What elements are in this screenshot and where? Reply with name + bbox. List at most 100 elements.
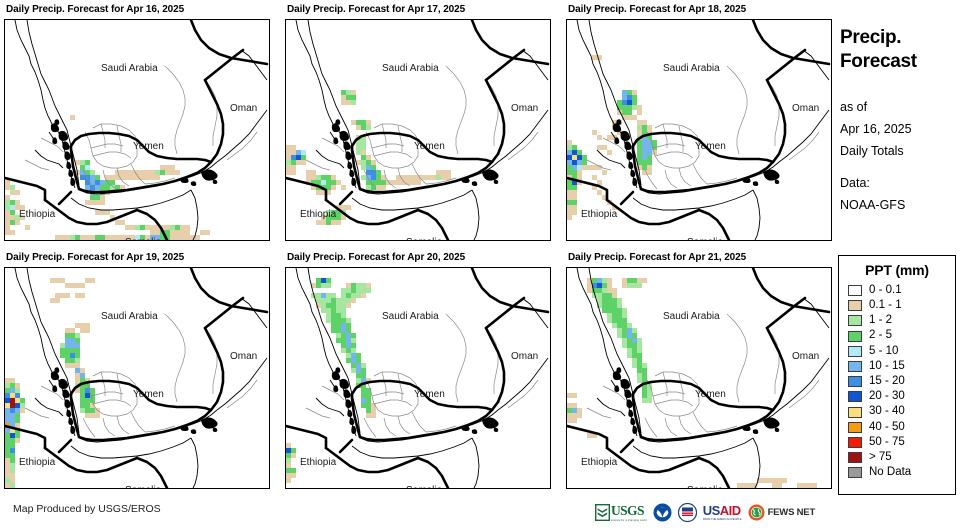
country-border: [697, 208, 731, 240]
map-canvas[interactable]: Saudi Arabia Oman Yemen Ethiopia Somalia: [566, 267, 832, 489]
precip-cell: [160, 165, 165, 170]
precip-cell: [577, 160, 582, 165]
legend: PPT (mm) 0 - 0.1 0.1 - 1 1 - 2 2 - 5 5 - 10 1…: [838, 255, 956, 495]
usgs-logo: USGS science for a changing world: [595, 501, 647, 523]
terrain-blob: [339, 378, 349, 389]
precip-cell: [356, 358, 361, 363]
precip-cell: [10, 418, 15, 423]
precip-cell: [607, 278, 612, 283]
map-canvas[interactable]: Saudi Arabia Oman Yemen Ethiopia Somalia: [4, 267, 270, 489]
precip-cell: [10, 393, 15, 398]
precip-cell: [577, 170, 582, 175]
country-border: [765, 78, 787, 164]
precip-cell: [627, 95, 632, 100]
precip-cell: [752, 483, 757, 488]
precip-cell: [331, 308, 336, 313]
country-border: [484, 326, 506, 412]
terrain-blob: [54, 367, 60, 373]
precip-cell: [361, 393, 366, 398]
precip-cell: [742, 488, 747, 489]
precip-cell: [647, 160, 652, 165]
panel-apr18[interactable]: Daily Precip. Forecast for Apr 18, 2025 …: [566, 4, 834, 244]
panel-apr17[interactable]: Daily Precip. Forecast for Apr 17, 2025 …: [285, 4, 553, 244]
precip-cell: [602, 283, 607, 288]
precip-cell: [351, 288, 356, 293]
precip-cell: [371, 160, 376, 165]
precip-cell: [386, 180, 391, 185]
precip-cell: [612, 205, 617, 210]
country-border: [189, 268, 269, 314]
precip-cell: [361, 388, 366, 393]
map-canvas[interactable]: Saudi Arabia Oman Yemen Ethiopia Somalia: [566, 19, 832, 241]
admin-boundary: [164, 313, 186, 403]
precip-cell: [607, 298, 612, 303]
admin-boundary: [40, 137, 64, 153]
panel-apr16[interactable]: Daily Precip. Forecast for Apr 16, 2025 …: [4, 4, 272, 244]
admin-boundary: [425, 177, 457, 185]
coastline: [190, 189, 199, 240]
precip-cell: [797, 483, 802, 488]
coastline: [471, 437, 480, 488]
precip-cell: [587, 288, 592, 293]
precip-cell: [346, 90, 351, 95]
precip-cell: [80, 408, 85, 413]
precip-cell: [10, 473, 15, 478]
precip-cell: [10, 458, 15, 463]
precip-cell: [366, 165, 371, 170]
precip-cell: [85, 200, 90, 205]
coastline: [351, 437, 473, 459]
precip-cell: [346, 303, 351, 308]
country-border: [69, 131, 213, 164]
precip-cell: [10, 205, 15, 210]
country-border: [605, 198, 701, 226]
usaid-logo-tagline: FROM THE AMERICAN PEOPLE: [702, 518, 742, 521]
precip-cell: [356, 283, 361, 288]
precip-cell: [311, 175, 316, 180]
precip-cell: [627, 278, 632, 283]
admin-boundary: [692, 163, 708, 185]
precip-cell: [617, 130, 622, 135]
precip-cell: [5, 408, 10, 413]
precip-cell: [286, 478, 291, 483]
precip-cell: [582, 155, 587, 160]
precip-cell: [366, 160, 371, 165]
precip-cell: [170, 165, 175, 170]
precip-cell: [567, 210, 572, 215]
precip-cell: [155, 225, 160, 230]
panel-apr20[interactable]: Daily Precip. Forecast for Apr 20, 2025 …: [285, 252, 553, 492]
map-canvas[interactable]: Saudi Arabia Oman Yemen Ethiopia Somalia: [4, 19, 270, 241]
precip-cell: [346, 293, 351, 298]
admin-boundary: [646, 131, 666, 167]
map-canvas[interactable]: Saudi Arabia Oman Yemen Ethiopia Somalia: [285, 19, 551, 241]
map-raster-2: Saudi Arabia Oman Yemen Ethiopia Somalia: [567, 20, 831, 240]
precip-cell: [110, 235, 115, 240]
terrain-blob: [471, 429, 478, 434]
precip-cell: [341, 215, 346, 220]
panel-apr21[interactable]: Daily Precip. Forecast for Apr 21, 2025 …: [566, 252, 834, 492]
precip-cell: [632, 278, 637, 283]
precip-cell: [622, 343, 627, 348]
precip-cell: [622, 100, 627, 105]
precip-cell: [361, 383, 366, 388]
country-border: [358, 160, 494, 194]
precip-cell: [115, 235, 120, 240]
precip-cell: [777, 483, 782, 488]
panel-apr19[interactable]: Daily Precip. Forecast for Apr 19, 2025 …: [4, 252, 272, 492]
precip-cell: [361, 160, 366, 165]
precip-cell: [90, 235, 95, 240]
precip-cell: [15, 423, 20, 428]
terrain-blob: [339, 130, 349, 141]
precip-cell: [567, 140, 572, 145]
precip-cell: [607, 150, 612, 155]
precip-cell: [341, 90, 346, 95]
admin-boundary: [652, 391, 686, 397]
precip-cell: [15, 393, 20, 398]
as-of-label: as of: [840, 100, 868, 114]
precip-cell: [516, 488, 521, 489]
terrain-blob: [493, 179, 499, 184]
precip-cell: [60, 348, 65, 353]
coastline: [632, 437, 754, 459]
precip-cell: [10, 413, 15, 418]
panel-title: Daily Precip. Forecast for Apr 17, 2025: [287, 4, 466, 15]
map-canvas[interactable]: Saudi Arabia Oman Yemen Ethiopia Somalia: [285, 267, 551, 489]
